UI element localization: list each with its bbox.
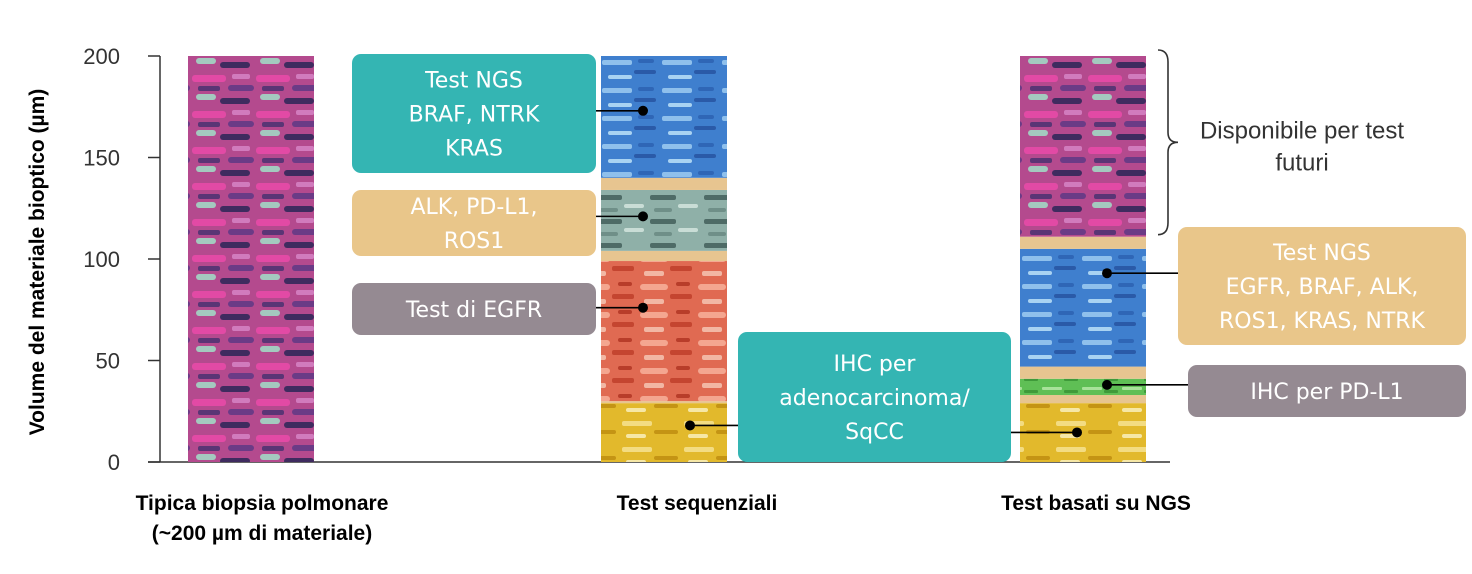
y-axis-label: Volume del materiale bioptico (µm) [26, 89, 49, 436]
leader-dot [638, 105, 648, 116]
annotation-text: ROS1, KRAS, NTRK [1219, 309, 1426, 334]
annotation-box: Test NGS EGFR, BRAF, ALK, ROS1, KRAS, NTRK [1178, 227, 1466, 345]
annotation-box-bg [352, 283, 596, 335]
leader-line [1102, 268, 1178, 279]
annotation-text: SqCC [845, 420, 904, 445]
leader-line [1102, 379, 1188, 390]
annotation-text: Test NGS [1272, 241, 1371, 266]
y-tick-label: 200 [83, 44, 120, 69]
annotation-box: IHC per adenocarcinoma/SqCC [738, 332, 1011, 462]
segment-yellow [601, 403, 727, 462]
leader-line [596, 105, 648, 116]
segment-tan [601, 250, 727, 262]
annotation-box-bg [1178, 227, 1466, 345]
annotation-box: ALK, PD-L1, ROS1 [352, 190, 596, 256]
leader-dot [638, 302, 648, 313]
segment-green [1020, 378, 1146, 396]
annotation-text: ROS1 [444, 229, 505, 254]
annotation-box-bg [738, 332, 1011, 462]
bracket-note-text: futuri [1275, 149, 1328, 176]
x-category-label: (~200 µm di materiale) [152, 522, 372, 545]
segment-tan [601, 401, 727, 404]
annotation-box-bg [352, 54, 596, 173]
annotation-box-bg [352, 190, 596, 256]
column-1 [188, 56, 314, 462]
segment-blue [1020, 248, 1146, 367]
leader-line [596, 302, 648, 313]
x-category-label: Test sequenziali [617, 492, 778, 515]
leader-dot [1072, 427, 1082, 438]
leader-dot [1102, 268, 1112, 279]
annotation-text: IHC per PD-L1 [1250, 380, 1403, 405]
segment-red [601, 261, 727, 402]
bracket-brace [1157, 49, 1179, 236]
segment-tan [1020, 395, 1146, 404]
annotation-text: KRAS [445, 137, 503, 162]
leader-line [685, 420, 738, 431]
annotation-text: IHC per [834, 352, 917, 377]
leader-dot [1102, 379, 1112, 390]
segment-tan [601, 177, 727, 190]
segment-tan [1020, 236, 1146, 249]
annotation-box: Test NGS BRAF, NTRK KRAS [352, 54, 596, 173]
annotation-text: adenocarcinoma/ [779, 386, 970, 411]
annotation-text: EGFR, BRAF, ALK, [1226, 275, 1419, 300]
y-tick-label: 100 [83, 247, 120, 272]
segment-blue [601, 56, 727, 178]
segment-pink-purple [188, 56, 314, 462]
x-category-label: Test basati su NGS [1001, 492, 1191, 515]
y-tick-label: 0 [108, 450, 120, 475]
y-tick-label: 50 [96, 349, 120, 374]
bracket-note-text: Disponibile per test [1200, 117, 1404, 144]
leader-dot [685, 420, 695, 431]
x-category-label: Tipica biopsia polmonare [136, 492, 389, 515]
leader-line [1011, 427, 1082, 438]
annotation-text: Test di EGFR [405, 298, 542, 323]
segment-tan [1020, 366, 1146, 379]
segment-gray-teal [601, 189, 727, 251]
column-3 [1020, 56, 1146, 462]
annotation-text: ALK, PD-L1, [410, 195, 537, 220]
annotation-text: BRAF, NTRK [409, 103, 540, 128]
segment-pink-purple [1020, 56, 1146, 237]
annotation-box-bg [1188, 365, 1466, 417]
y-tick-label: 150 [83, 146, 120, 171]
annotation-text: Test NGS [424, 69, 523, 94]
column-2 [601, 56, 727, 462]
annotation-box: Test di EGFR [352, 283, 596, 335]
annotation-box: IHC per PD-L1 [1188, 365, 1466, 417]
leader-dot [638, 211, 648, 222]
leader-line [596, 211, 648, 222]
